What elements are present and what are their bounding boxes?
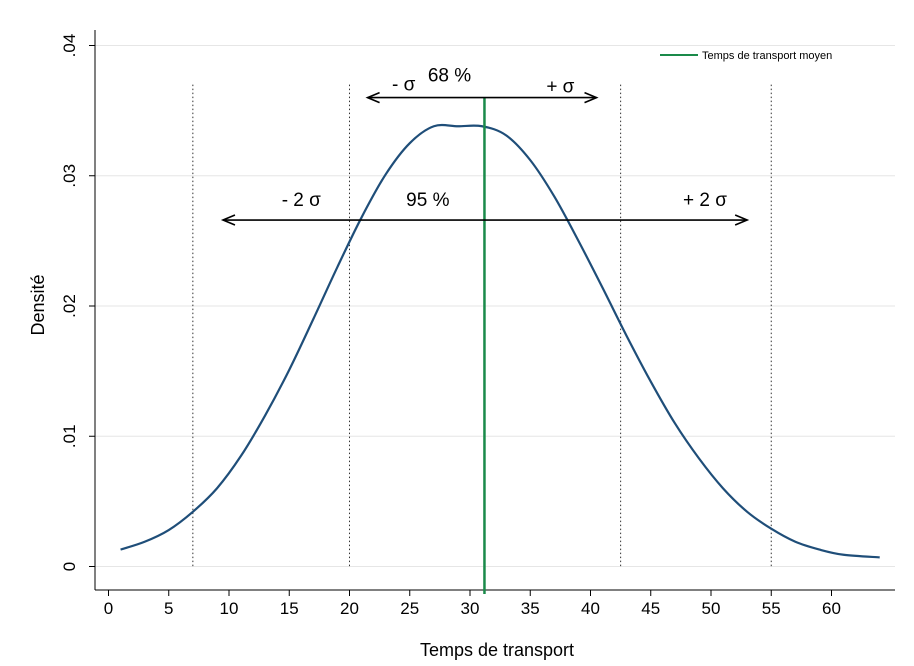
y-tick-label: .04 (60, 34, 79, 58)
density-curve (120, 123, 880, 559)
x-tick-label: 45 (641, 599, 660, 618)
grid-lines (95, 45, 895, 567)
axes (94, 30, 895, 591)
sigma2-arrow-head-right (734, 214, 750, 226)
sigma2-percent-label: 95 % (406, 190, 449, 211)
y-tick-label: 0 (60, 562, 79, 571)
y-tick-label: .02 (60, 294, 79, 318)
x-tick-label: 40 (581, 599, 600, 618)
legend-label: Temps de transport moyen (702, 50, 832, 62)
sigma1-arrow-head-right (584, 91, 599, 104)
axis-ticks: 0 5 10 15 20 25 30 35 40 45 50 55 60 0 .01 .02 .03 .04 (60, 34, 841, 618)
x-tick-label: 25 (400, 599, 419, 618)
x-tick-label: 15 (280, 599, 299, 618)
annotations: 68 % - σ + σ 95 % - 2 σ + 2 σ (220, 66, 750, 226)
x-tick-label: 60 (822, 599, 841, 618)
x-tick-label: 55 (762, 599, 781, 618)
sigma-lines (192, 84, 772, 567)
sigma1-left-label: - σ (392, 75, 416, 96)
x-tick-label: 50 (702, 599, 721, 618)
x-tick-label: 5 (164, 599, 173, 618)
x-tick-label: 35 (521, 599, 540, 618)
sigma2-left-label: - 2 σ (282, 190, 321, 211)
x-tick-label: 20 (340, 599, 359, 618)
sigma1-percent-label: 68 % (428, 66, 471, 87)
sigma2-arrow-head-left (220, 214, 236, 226)
y-axis-title: Densité (28, 274, 48, 335)
x-tick-label: 10 (220, 599, 239, 618)
y-tick-label: .03 (60, 164, 79, 188)
sigma2-right-label: + 2 σ (683, 190, 727, 211)
x-tick-label: 0 (104, 599, 113, 618)
x-tick-label: 30 (461, 599, 480, 618)
sigma1-right-label: + σ (546, 77, 574, 98)
sigma1-arrow-head-left (365, 91, 380, 104)
x-axis-title: Temps de transport (420, 640, 574, 660)
y-tick-label: .01 (60, 424, 79, 448)
legend: Temps de transport moyen (660, 50, 832, 62)
